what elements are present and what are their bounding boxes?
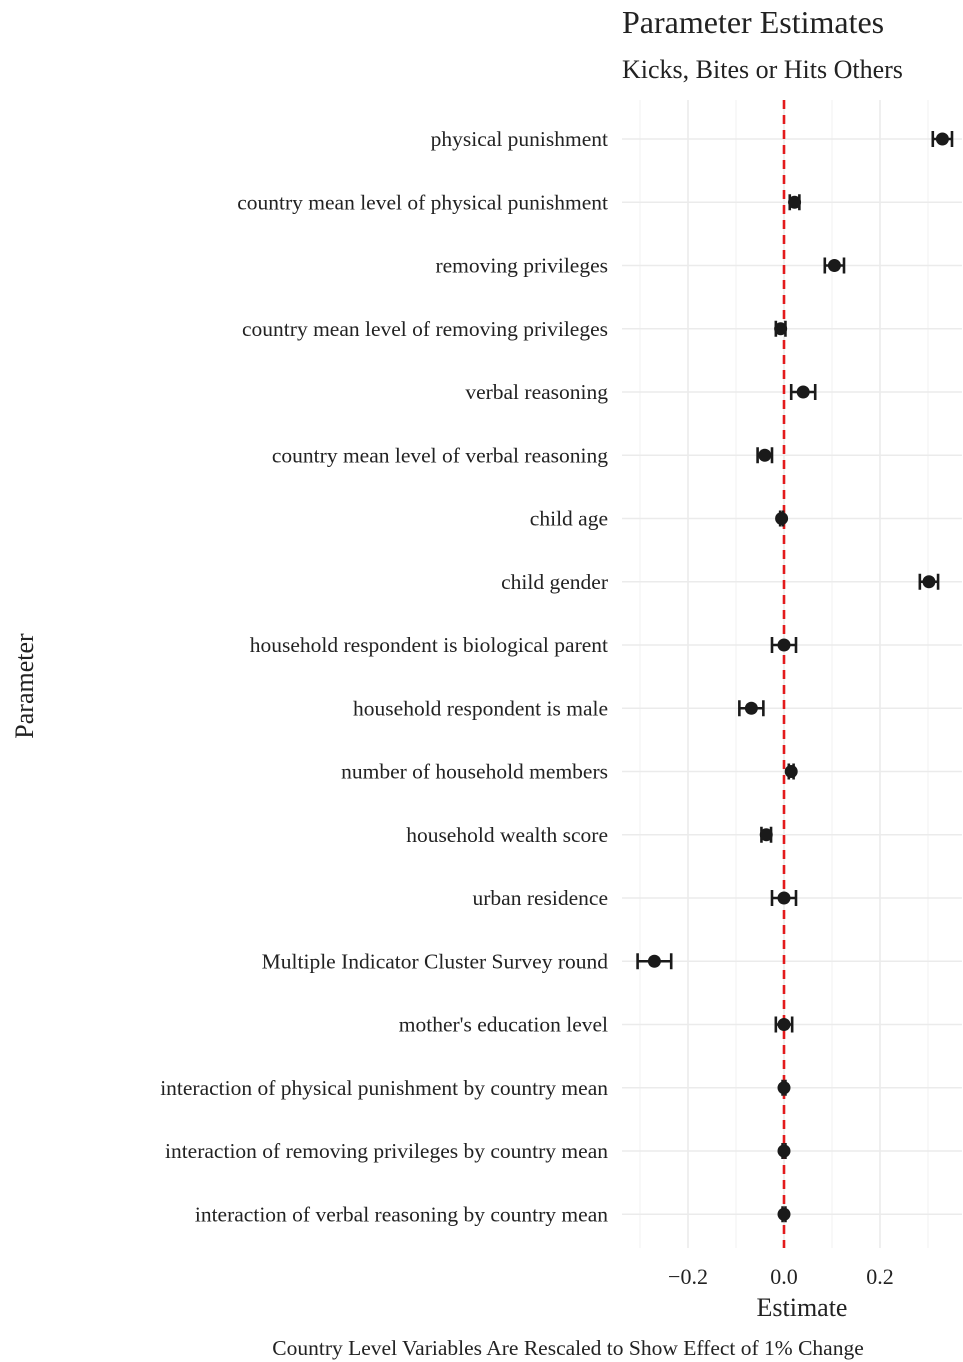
parameter-label: physical punishment: [431, 127, 608, 151]
estimate-point: [777, 1018, 791, 1031]
parameter-label: country mean level of removing privilege…: [242, 317, 608, 341]
parameter-label: household respondent is male: [353, 696, 608, 720]
parameter-label: household wealth score: [406, 823, 608, 847]
parameter-label: interaction of physical punishment by co…: [160, 1076, 608, 1100]
parameter-label: removing privileges: [435, 254, 608, 278]
estimate-point: [758, 448, 772, 462]
parameter-label: interaction of removing privileges by co…: [165, 1139, 608, 1163]
estimate-point: [827, 259, 841, 272]
parameter-label: child age: [530, 507, 608, 531]
x-axis-tick-labels: −0.2 0.0 0.2: [668, 1264, 894, 1289]
estimate-point: [744, 701, 758, 715]
estimate-points: [647, 132, 949, 1221]
chart-subtitle: Kicks, Bites or Hits Others: [622, 55, 903, 84]
parameter-label: urban residence: [473, 886, 609, 910]
estimate-point: [759, 828, 773, 842]
parameter-label: number of household members: [341, 760, 608, 784]
estimate-point: [788, 195, 802, 209]
estimate-point: [775, 512, 789, 525]
confidence-intervals: [636, 131, 954, 1223]
horizontal-gridlines: [622, 138, 962, 1216]
x-tick-label: −0.2: [668, 1264, 708, 1289]
estimate-point: [777, 1144, 791, 1158]
x-axis-title: Estimate: [757, 1293, 848, 1322]
y-axis-title: Parameter: [10, 633, 39, 739]
chart-caption: Country Level Variables Are Rescaled to …: [272, 1336, 864, 1360]
parameter-label: Multiple Indicator Cluster Survey round: [262, 949, 609, 973]
vertical-gridlines: [639, 100, 929, 1248]
parameter-label: mother's education level: [399, 1013, 608, 1037]
estimate-point: [777, 1207, 791, 1221]
chart-title: Parameter Estimates: [622, 4, 884, 40]
estimate-point: [935, 132, 949, 146]
x-tick-label: 0.2: [866, 1264, 894, 1289]
parameter-labels: physical punishment country mean level of…: [160, 127, 608, 1226]
estimate-point: [777, 638, 791, 652]
estimate-point: [784, 765, 798, 778]
parameter-label: country mean level of physical punishmen…: [237, 190, 608, 214]
x-tick-label: 0.0: [770, 1264, 798, 1289]
parameter-label: household respondent is biological paren…: [250, 633, 608, 657]
estimate-point: [777, 1081, 791, 1095]
estimate-point: [777, 891, 791, 905]
parameter-label: interaction of verbal reasoning by count…: [195, 1202, 608, 1226]
estimate-point: [647, 954, 661, 968]
parameter-label: verbal reasoning: [465, 380, 608, 404]
parameter-label: country mean level of verbal reasoning: [272, 443, 608, 467]
estimate-point: [922, 575, 936, 589]
estimate-point: [774, 322, 788, 336]
estimate-point: [796, 385, 810, 399]
parameter-label: child gender: [501, 570, 608, 594]
